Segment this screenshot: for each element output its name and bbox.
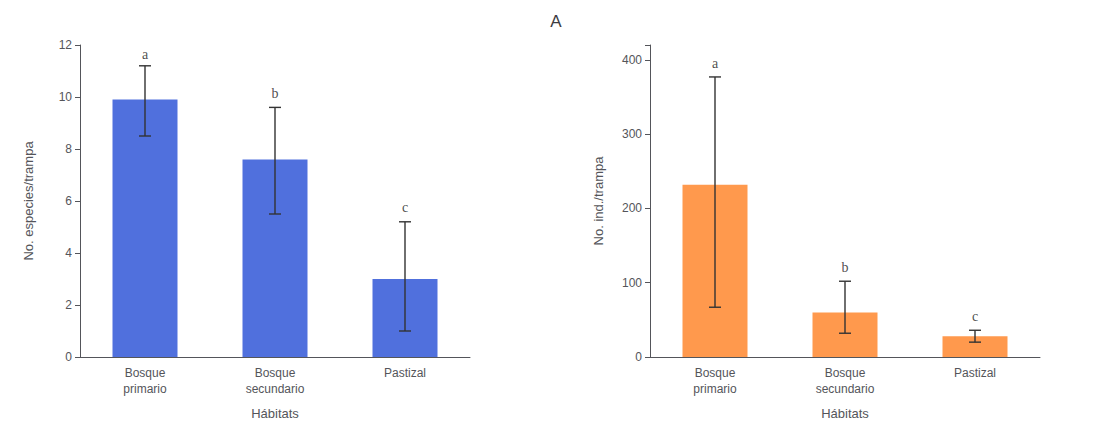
svg-text:c: c [972, 309, 978, 324]
svg-text:b: b [272, 86, 279, 101]
svg-text:300: 300 [622, 127, 642, 141]
svg-text:Bosque: Bosque [695, 366, 736, 380]
svg-text:a: a [142, 47, 149, 62]
svg-text:200: 200 [622, 201, 642, 215]
svg-text:secundario: secundario [816, 382, 875, 396]
svg-text:primario: primario [693, 382, 737, 396]
svg-text:12: 12 [59, 38, 73, 52]
svg-text:a: a [712, 56, 719, 71]
svg-text:0: 0 [65, 350, 72, 364]
svg-text:Hábitats: Hábitats [821, 406, 869, 421]
svg-text:8: 8 [65, 142, 72, 156]
svg-text:Bosque: Bosque [255, 366, 296, 380]
svg-text:Hábitats: Hábitats [251, 406, 299, 421]
svg-text:6: 6 [65, 194, 72, 208]
svg-text:Bosque: Bosque [825, 366, 866, 380]
svg-text:100: 100 [622, 276, 642, 290]
svg-text:c: c [402, 200, 408, 215]
svg-text:secundario: secundario [246, 382, 305, 396]
svg-text:Pastizal: Pastizal [384, 366, 426, 380]
svg-text:primario: primario [123, 382, 167, 396]
svg-text:No. especies/trampa: No. especies/trampa [21, 141, 36, 261]
svg-text:0: 0 [635, 350, 642, 364]
svg-text:4: 4 [65, 246, 72, 260]
svg-text:400: 400 [622, 53, 642, 67]
svg-text:A: A [550, 12, 562, 31]
svg-text:No. ind./trampa: No. ind./trampa [591, 156, 606, 246]
svg-text:Pastizal: Pastizal [954, 366, 996, 380]
svg-text:10: 10 [59, 90, 73, 104]
svg-text:Bosque: Bosque [125, 366, 166, 380]
svg-text:b: b [842, 260, 849, 275]
svg-text:2: 2 [65, 298, 72, 312]
